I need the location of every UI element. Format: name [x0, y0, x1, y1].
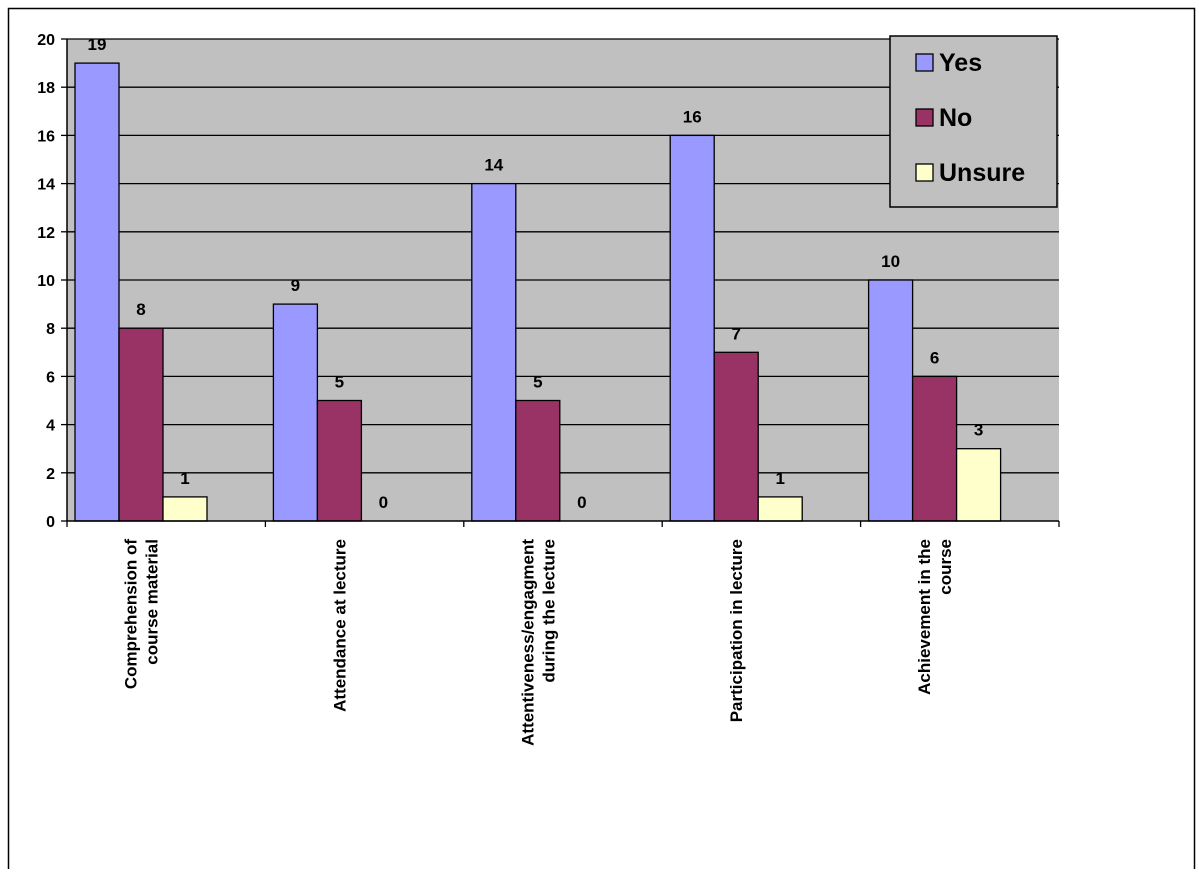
y-tick-label: 16: [37, 128, 55, 145]
category-label: course: [936, 539, 955, 595]
y-tick-label: 20: [37, 32, 55, 49]
y-tick-labels: 0 2 4 6 8 10 12 14 16 18 20: [37, 32, 67, 531]
y-tick-label: 12: [37, 225, 55, 242]
data-label: 0: [379, 493, 388, 512]
legend: Yes No Unsure: [889, 35, 1058, 208]
data-label: 1: [775, 469, 784, 488]
bar-yes: [867, 279, 914, 522]
data-label: 14: [484, 156, 503, 175]
y-tick-label: 4: [46, 418, 55, 435]
bar-no: [316, 399, 363, 522]
bar-yes: [669, 134, 715, 522]
category-label: Comprehension of: [122, 539, 141, 690]
data-label: 7: [731, 324, 740, 343]
data-label: 0: [577, 493, 586, 512]
data-label: 9: [291, 276, 300, 295]
category-label: Attendance at lecture: [330, 539, 349, 712]
category-label: Achievement in the: [915, 539, 934, 695]
legend-swatch-unsure: [915, 163, 934, 182]
y-tick-label: 8: [46, 321, 55, 338]
y-tick-label: 2: [46, 466, 55, 483]
data-label: 5: [335, 373, 344, 392]
bar-no: [515, 399, 561, 522]
bar-no: [118, 327, 164, 522]
category-label: Participation in lecture: [727, 539, 746, 722]
data-label: 16: [683, 107, 702, 126]
y-tick-label: 6: [46, 369, 55, 386]
category-label: course material: [143, 539, 162, 665]
bar-no: [911, 375, 958, 522]
data-label: 6: [930, 348, 939, 367]
data-label: 3: [974, 421, 983, 440]
bar-yes: [272, 303, 319, 522]
legend-label-no: No: [939, 104, 972, 132]
data-label: 19: [88, 35, 107, 54]
x-tick-marks: [66, 521, 1060, 527]
bar-unsure: [757, 496, 803, 522]
y-tick-label: 18: [37, 80, 55, 97]
data-label: 5: [533, 373, 542, 392]
legend-label-unsure: Unsure: [939, 159, 1025, 187]
bar-no: [713, 351, 759, 522]
y-tick-label: 14: [37, 177, 55, 194]
legend-swatch-no: [915, 108, 934, 127]
bar-series-group: [74, 62, 1002, 522]
category-label: during the lecture: [539, 539, 558, 683]
bar-unsure: [162, 496, 208, 522]
bar-unsure: [955, 448, 1002, 522]
bar-yes: [471, 182, 517, 522]
data-label: 1: [180, 469, 189, 488]
y-tick-label: 10: [37, 273, 55, 290]
legend-label-yes: Yes: [939, 49, 982, 77]
y-tick-label: 0: [46, 514, 55, 531]
category-labels: Comprehension of course material Attendanc…: [122, 539, 956, 746]
data-label: 10: [881, 252, 900, 271]
data-label: 8: [136, 300, 145, 319]
legend-swatch-yes: [915, 53, 934, 72]
category-label: Attentiveness/engagment: [518, 539, 537, 746]
bar-yes: [74, 62, 120, 522]
